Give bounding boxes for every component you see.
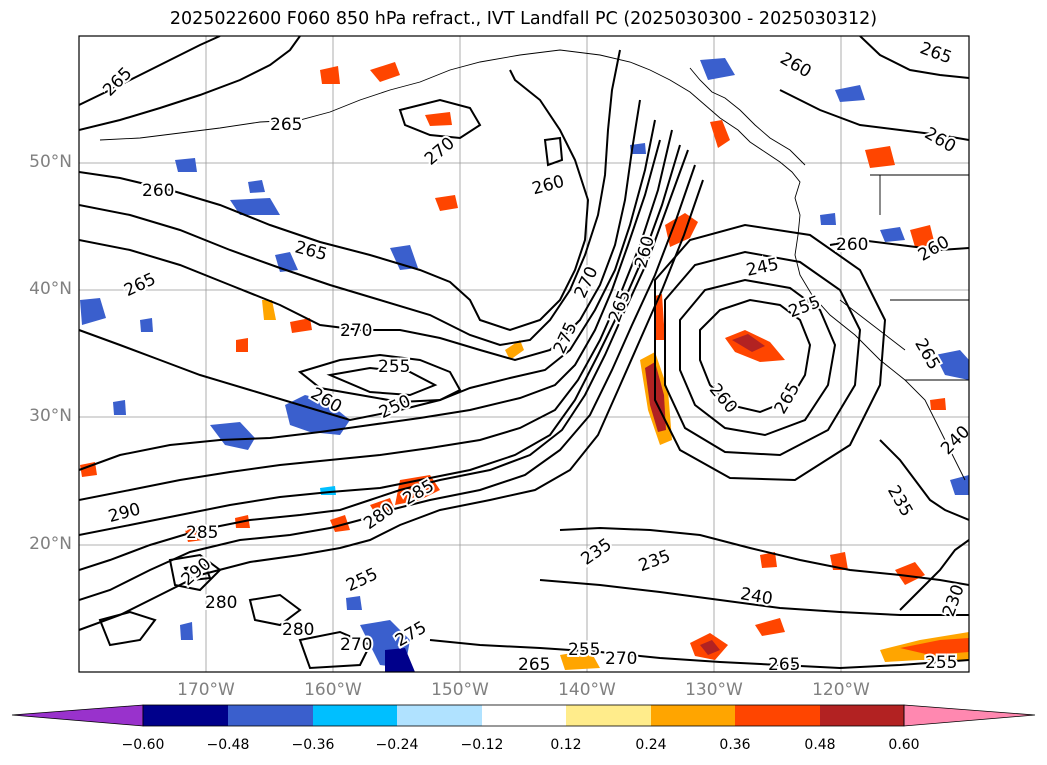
contour-label: 260 <box>777 49 815 83</box>
colorbar-tick: 0.12 <box>550 737 582 753</box>
coastlines <box>99 49 969 481</box>
contour-label: 255 <box>378 357 410 377</box>
contour-label: 265 <box>99 63 136 100</box>
colorbar-segment <box>313 705 397 726</box>
lat-label: 20°N <box>29 534 72 554</box>
lon-label: 130°W <box>685 680 743 700</box>
lat-label: 50°N <box>29 152 72 172</box>
contour-label: 265 <box>917 38 954 68</box>
lon-label: 140°W <box>558 680 616 700</box>
lat-label: 40°N <box>29 279 72 299</box>
contour-label: 235 <box>578 535 616 570</box>
contour-label: 265 <box>910 335 944 373</box>
lon-label: 120°W <box>812 680 870 700</box>
contour-label: 290 <box>178 554 216 590</box>
contour-label: 270 <box>421 133 459 169</box>
colorbar-tick: −0.48 <box>206 737 250 753</box>
map-title: 2025022600 F060 850 hPa refract., IVT La… <box>169 9 878 29</box>
colorbar-segment <box>820 705 904 726</box>
contour-label: 265 <box>121 269 159 301</box>
colorbar-tick: 0.48 <box>804 737 836 753</box>
contour-label: 250 <box>376 391 414 423</box>
colorbar-segment <box>735 705 820 726</box>
contour-label: 270 <box>340 635 372 655</box>
contour-label: 230 <box>939 582 969 619</box>
contour-label: 265 <box>518 655 550 675</box>
contour-label: 260 <box>530 172 567 200</box>
lon-label: 170°W <box>177 680 235 700</box>
contour-label: 280 <box>205 593 237 613</box>
contour-label: 245 <box>745 254 781 280</box>
colorbar-tick: −0.24 <box>375 737 419 753</box>
contour-label: 255 <box>925 653 957 673</box>
contour-label: 265 <box>293 237 330 265</box>
colorbar-tick: 0.60 <box>888 737 920 753</box>
colorbar-segment <box>11 704 144 727</box>
contour-label: 280 <box>282 620 314 640</box>
plot-frame <box>78 35 970 673</box>
contour-labels: 265 265 270 260 260 265 265 255 250 260 … <box>97 36 969 675</box>
contour-label: 255 <box>786 292 823 322</box>
gridlines <box>79 36 969 672</box>
colorbar-segment <box>143 705 228 726</box>
contour-label: 260 <box>631 234 659 271</box>
contour-label: 260 <box>836 235 868 255</box>
colorbar-segment <box>228 705 313 726</box>
lon-label: 160°W <box>304 680 362 700</box>
lon-label: 150°W <box>431 680 489 700</box>
contour-label: 265 <box>768 655 800 675</box>
refractivity-contours <box>79 36 969 670</box>
colorbar-segment <box>397 705 482 726</box>
colorbar-segment <box>566 705 651 726</box>
colorbar <box>11 704 1036 727</box>
contour-label: 240 <box>739 584 774 609</box>
contour-label: 255 <box>343 564 381 596</box>
lat-label: 30°N <box>29 406 72 426</box>
contour-label: 255 <box>568 640 600 660</box>
contour-label: 270 <box>605 649 637 669</box>
colorbar-tick: −0.60 <box>121 737 165 753</box>
colorbar-tick: −0.36 <box>291 737 335 753</box>
contour-label: 265 <box>270 115 302 135</box>
contour-label: 235 <box>636 546 673 576</box>
contour-label: 235 <box>883 482 917 520</box>
colorbar-segment <box>651 705 735 726</box>
colorbar-segment <box>482 705 566 726</box>
contour-label: 270 <box>340 321 372 341</box>
colorbar-tick: 0.36 <box>719 737 751 753</box>
colorbar-tick: −0.12 <box>460 737 504 753</box>
map-content: 265 265 270 260 260 265 265 255 250 260 … <box>79 36 969 675</box>
colorbar-tick: 0.24 <box>635 737 667 753</box>
ivt-shading <box>80 58 969 672</box>
contour-label: 260 <box>142 181 174 201</box>
contour-label: 260 <box>921 124 959 158</box>
contour-label: 285 <box>186 523 218 543</box>
colorbar-segment <box>903 704 1036 727</box>
